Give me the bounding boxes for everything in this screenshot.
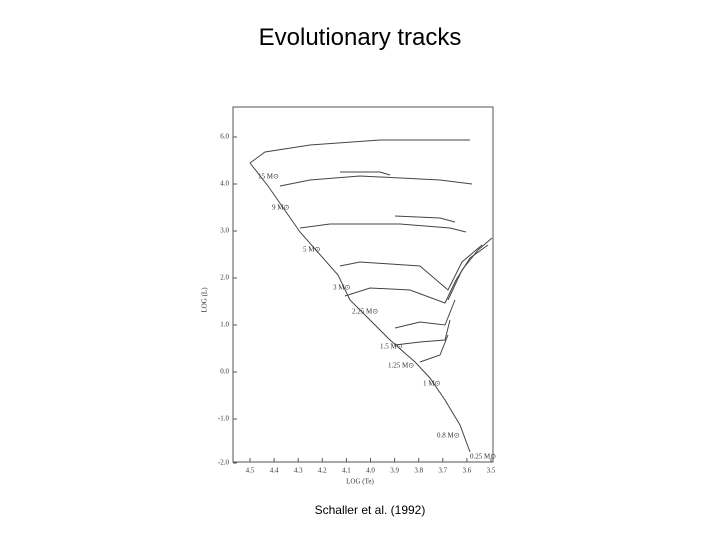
x-axis-label: LOG (Te) — [346, 478, 374, 486]
y-tick-label: 1.0 — [220, 321, 229, 329]
tracks — [249, 139, 493, 453]
track-label: 1 M⊙ — [423, 380, 440, 388]
y-tick-label: 0.0 — [220, 368, 229, 376]
track — [394, 299, 456, 329]
y-tick-label: 4.0 — [220, 180, 229, 188]
x-tick-label: 4.3 — [294, 467, 303, 475]
slide-title: Evolutionary tracks — [258, 24, 462, 51]
x-tick-label: 3.8 — [414, 467, 423, 475]
y-tick-label: 3.0 — [220, 227, 229, 235]
y-axis-label: LOG (L) — [201, 287, 209, 313]
x-tick-label: 4.1 — [342, 467, 351, 475]
track — [279, 175, 473, 187]
track — [340, 171, 391, 176]
track — [299, 223, 467, 233]
y-tick-label: 2.0 — [220, 274, 229, 282]
track — [419, 334, 449, 363]
track-label: 3 M⊙ — [333, 284, 350, 292]
x-tick-label: 3.7 — [438, 467, 447, 475]
track-label: 15 M⊙ — [258, 173, 279, 181]
track-label: 2.25 M⊙ — [352, 308, 378, 316]
figure-frame — [232, 106, 494, 463]
track — [394, 319, 451, 346]
track — [394, 215, 456, 223]
track — [339, 244, 483, 291]
track-label: 0.25 M⊙ — [470, 453, 496, 461]
x-tick-label: 4.0 — [366, 467, 375, 475]
x-tick-label: 3.6 — [463, 467, 472, 475]
x-tick-label: 3.5 — [487, 467, 496, 475]
track-label: 1.5 M⊙ — [380, 343, 403, 351]
x-tick-label: 4.2 — [318, 467, 327, 475]
x-tick-label: 4.4 — [270, 467, 279, 475]
track — [447, 237, 493, 301]
track-label: 5 M⊙ — [303, 246, 320, 254]
caption: Schaller et al. (1992) — [314, 503, 426, 517]
track — [249, 139, 470, 164]
track — [249, 162, 471, 453]
y-tick-label: 6.0 — [220, 133, 229, 141]
y-tick-label: -2.0 — [218, 459, 230, 467]
x-tick-label: 3.9 — [390, 467, 399, 475]
x-tick-label: 4.5 — [246, 467, 255, 475]
track-label: 9 M⊙ — [272, 204, 289, 212]
track-label: 1.25 M⊙ — [388, 362, 414, 370]
y-tick-label: -1.0 — [218, 415, 230, 423]
track — [344, 244, 489, 304]
track-label: 0.8 M⊙ — [437, 432, 460, 440]
